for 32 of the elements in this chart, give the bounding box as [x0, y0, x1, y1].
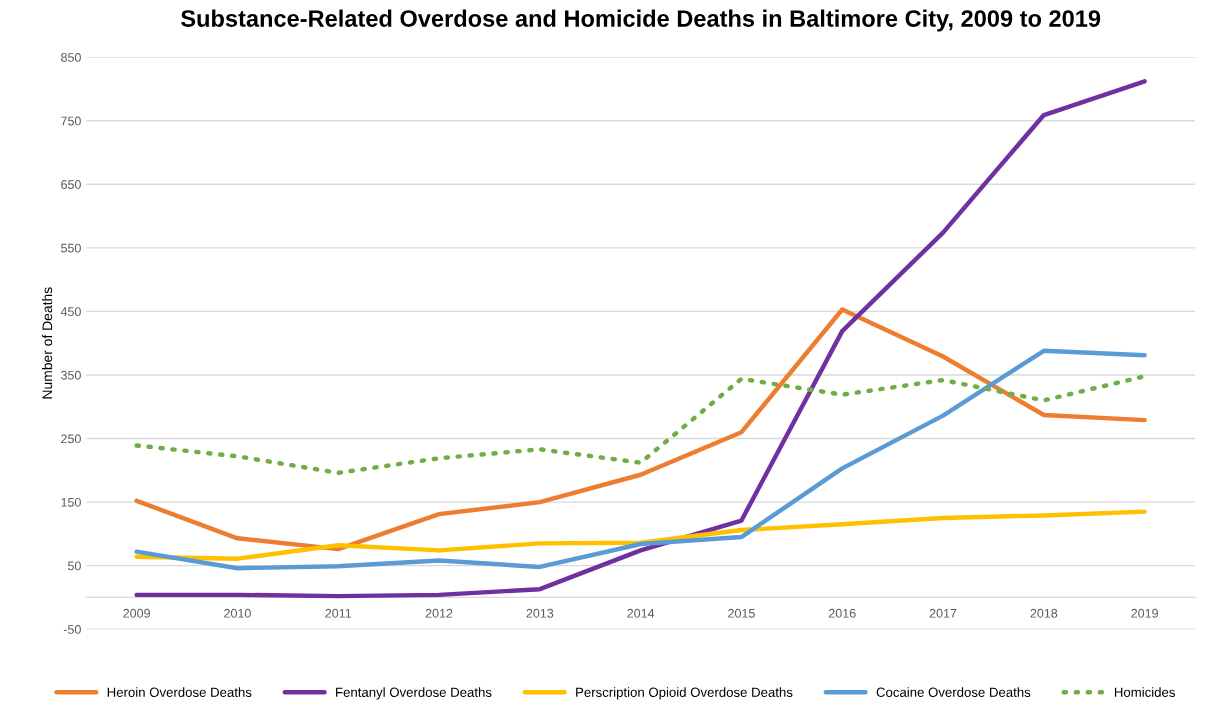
y-tick-label: 750: [61, 116, 81, 126]
line-series: [134, 79, 1147, 599]
x-tick-label: 2012: [425, 608, 453, 618]
x-tick-label: 2017: [929, 608, 957, 618]
y-tick-label: 150: [61, 497, 81, 507]
x-tick-label: 2019: [1131, 608, 1158, 618]
legend-label: Cocaine Overdose Deaths: [876, 687, 1031, 697]
x-tick-label: 2010: [224, 608, 251, 618]
y-axis-title: Number of Deaths: [42, 287, 53, 399]
x-tick-label: 2015: [728, 608, 755, 618]
x-tick-label: 2016: [828, 608, 856, 618]
chart-title: Substance-Related Overdose and Homicide Deaths in Baltimore City, 2009 to 2019: [181, 9, 1101, 32]
line-series: [134, 509, 1147, 561]
x-tick-label: 2014: [627, 608, 655, 618]
y-tick-label: 50: [67, 561, 81, 571]
line-series: [134, 307, 1147, 552]
y-tick-label: 350: [61, 370, 81, 380]
y-tick-label: 650: [61, 180, 81, 189]
x-tick-label: 2011: [325, 608, 352, 618]
y-tick-label: 550: [61, 243, 81, 253]
y-tick-label: 850: [61, 53, 81, 62]
y-tick-label: -50: [63, 625, 81, 634]
x-tick-label: 2018: [1030, 608, 1058, 618]
legend-label: Homicides: [1114, 687, 1175, 697]
y-tick-label: 450: [60, 307, 81, 317]
legend-label: Heroin Overdose Deaths: [107, 687, 252, 697]
legend-label: Fentanyl Overdose Deaths: [336, 687, 492, 700]
y-tick-label: 250: [61, 434, 81, 444]
line-series: [134, 348, 1147, 571]
x-tick-label: 2009: [123, 608, 150, 618]
x-tick-label: 2013: [526, 608, 554, 618]
legend-label: Perscription Opioid Overdose Deaths: [576, 687, 793, 700]
